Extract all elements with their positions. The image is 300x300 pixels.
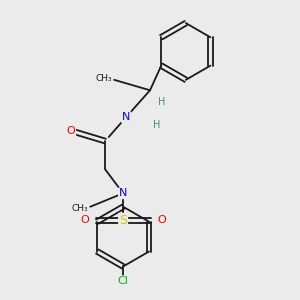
Text: Cl: Cl — [118, 276, 129, 286]
Text: CH₃: CH₃ — [71, 204, 88, 213]
Text: CH₃: CH₃ — [95, 74, 112, 83]
Text: O: O — [80, 215, 89, 225]
Text: H: H — [153, 120, 160, 130]
Text: S: S — [119, 214, 127, 227]
Text: H: H — [158, 97, 166, 107]
Text: O: O — [67, 126, 75, 136]
Text: N: N — [119, 188, 127, 198]
Text: O: O — [157, 215, 166, 225]
Text: N: N — [122, 112, 130, 122]
